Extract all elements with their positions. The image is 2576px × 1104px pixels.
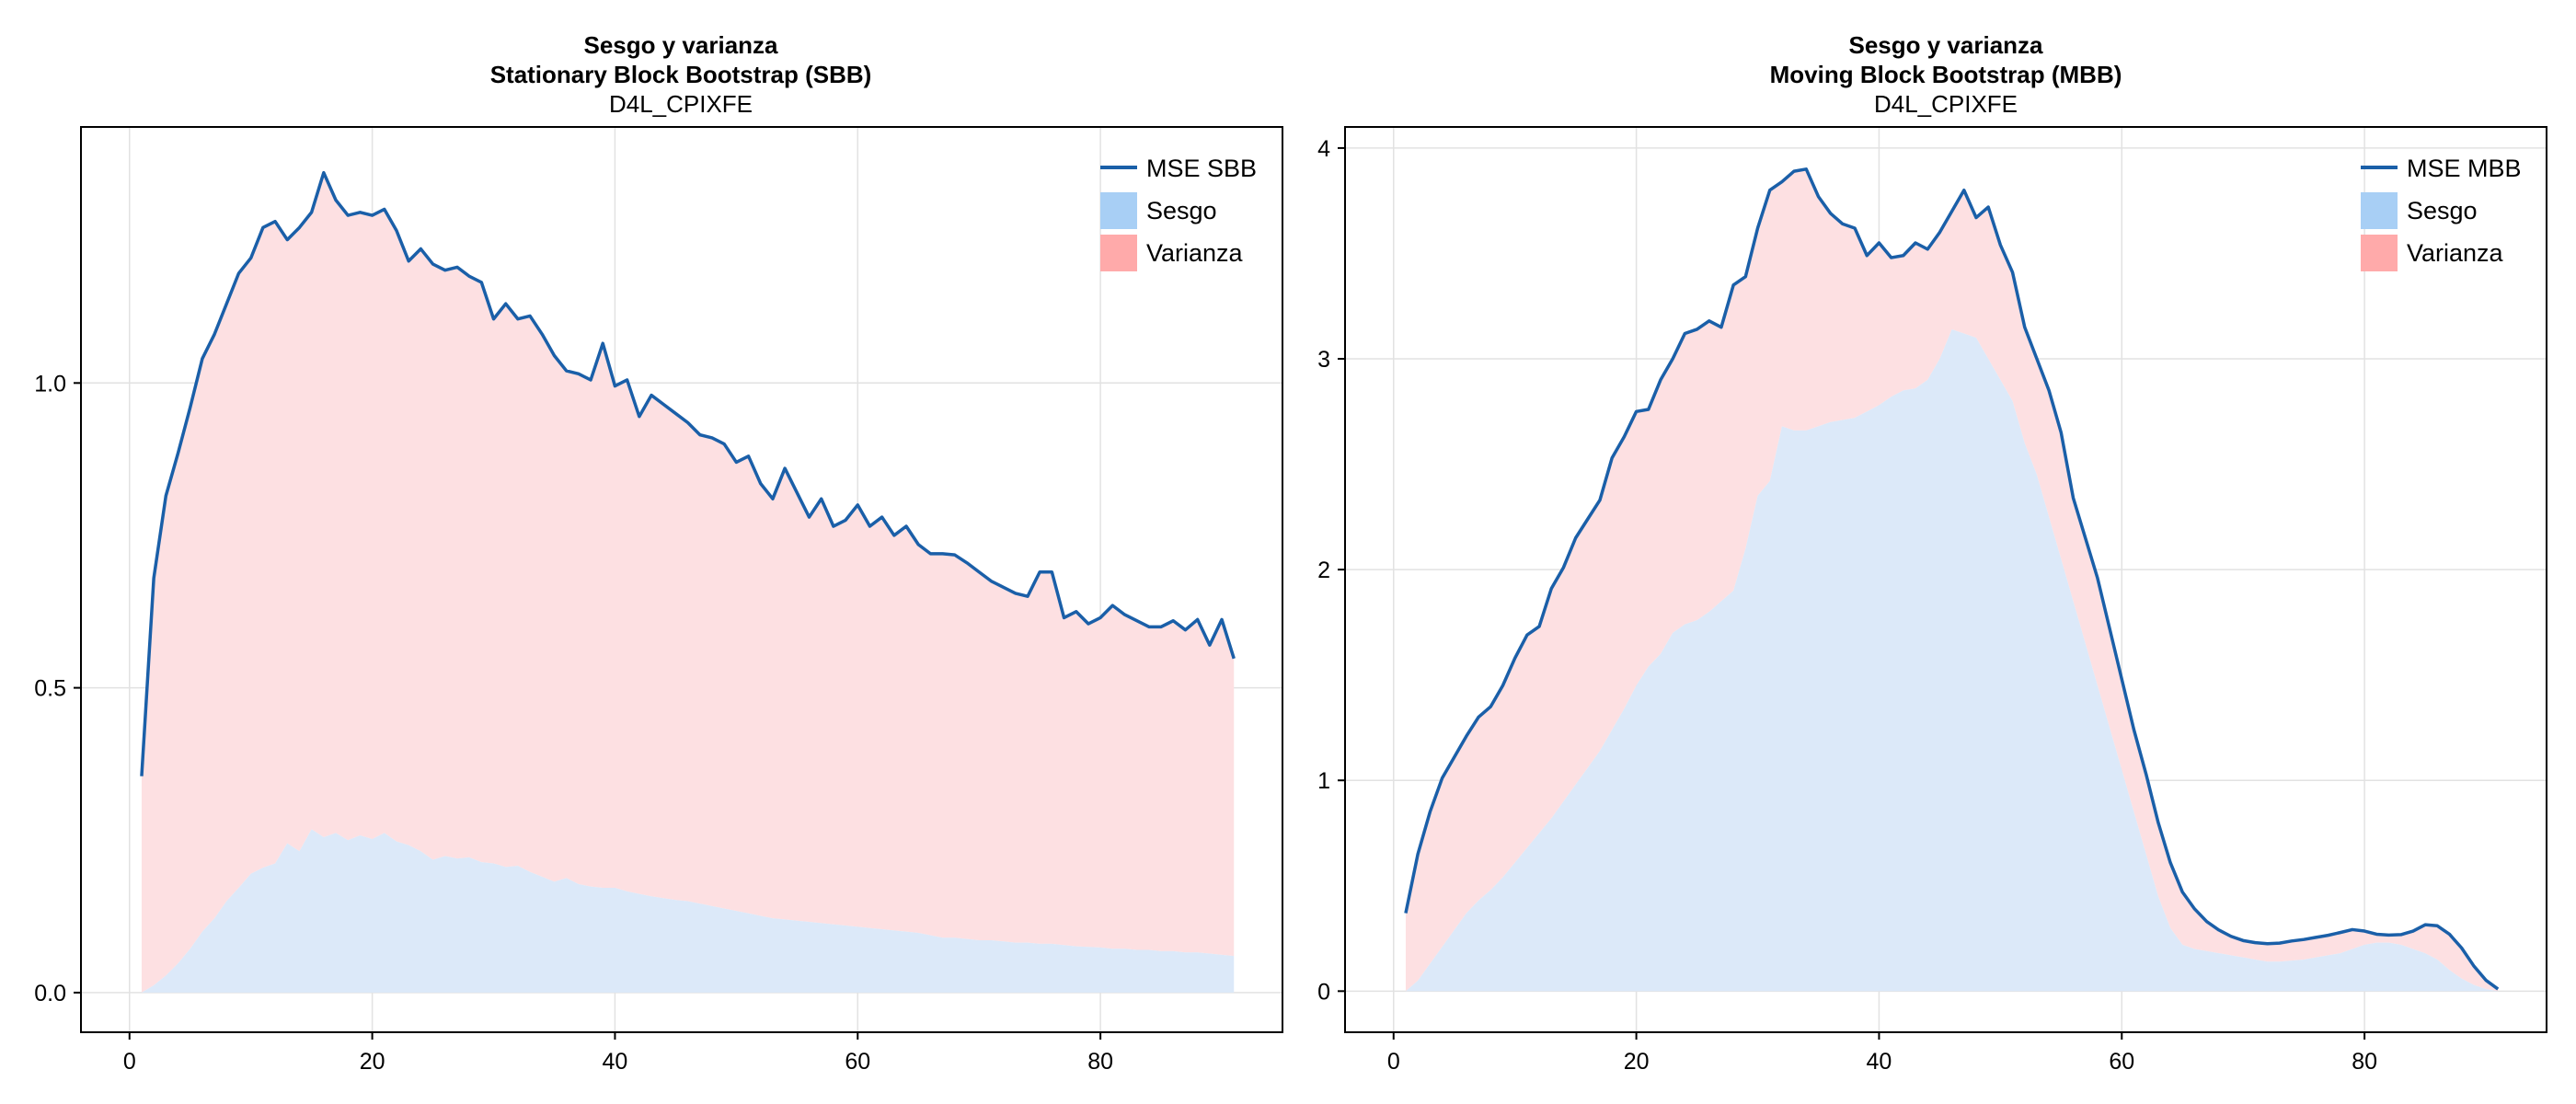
x-tick-label: 20 <box>1624 1049 1650 1075</box>
x-tick-label: 0 <box>123 1049 136 1075</box>
plot-frame <box>80 126 1283 1033</box>
sesgo-area <box>1405 328 2499 992</box>
x-tick-label: 80 <box>1087 1049 1113 1075</box>
legend: MSE MBB Sesgo Varianza <box>2361 155 2522 271</box>
legend-label-mse: MSE MBB <box>2407 155 2522 182</box>
legend-sesgo-swatch <box>1100 192 1137 229</box>
chart-title: Sesgo y varianza <box>1849 31 2044 59</box>
y-tick-label: 3 <box>1317 347 1330 373</box>
chart-subtitle: Stationary Block Bootstrap (SBB) <box>490 61 872 88</box>
varianza-area <box>1405 168 2499 992</box>
legend-label-sesgo: Sesgo <box>2407 197 2478 224</box>
plot-frame <box>1344 126 2547 1033</box>
tick-layer: 0 20 40 60 80 0 1 2 3 4 <box>1317 136 2377 1075</box>
y-tick-label: 2 <box>1317 558 1330 583</box>
chart-subtitle-series: D4L_CPIXFE <box>1874 90 2018 118</box>
line-layer <box>1404 167 2500 991</box>
chart-title: Sesgo y varianza <box>584 31 779 59</box>
legend-label-varianza: Varianza <box>2407 239 2504 267</box>
chart-panel-sbb: Sesgo y varianza Stationary Block Bootst… <box>34 31 1283 1075</box>
sesgo-area <box>141 829 1235 993</box>
chart-subtitle: Moving Block Bootstrap (MBB) <box>1770 61 2122 88</box>
legend: MSE SBB Sesgo Varianza <box>1100 155 1257 271</box>
tick-layer: 0 20 40 60 80 0.0 0.5 1.0 <box>34 371 1113 1075</box>
chart-panel-mbb: Sesgo y varianza Moving Block Bootstrap … <box>1317 31 2547 1075</box>
x-tick-label: 40 <box>603 1049 628 1075</box>
y-tick-label: 1 <box>1317 768 1330 794</box>
legend-varianza-swatch <box>2361 235 2398 271</box>
legend-label-varianza: Varianza <box>1146 239 1244 267</box>
mse-line <box>140 170 1236 776</box>
y-tick-label: 1.0 <box>34 371 66 397</box>
y-tick-label: 0.0 <box>34 981 66 1006</box>
legend-sesgo-swatch <box>2361 192 2398 229</box>
legend-varianza-swatch <box>1100 235 1137 271</box>
x-tick-label: 40 <box>1867 1049 1892 1075</box>
y-tick-label: 0 <box>1317 979 1330 1005</box>
mse-line <box>1404 167 2500 991</box>
chart-subtitle-series: D4L_CPIXFE <box>609 90 753 118</box>
legend-label-sesgo: Sesgo <box>1146 197 1217 224</box>
x-tick-label: 0 <box>1387 1049 1400 1075</box>
area-layer <box>141 172 1235 993</box>
legend-label-mse: MSE SBB <box>1146 155 1257 182</box>
varianza-area <box>141 172 1235 993</box>
x-tick-label: 60 <box>845 1049 870 1075</box>
area-layer <box>1405 168 2499 992</box>
line-layer <box>140 170 1236 776</box>
x-tick-label: 60 <box>2109 1049 2134 1075</box>
x-tick-label: 20 <box>360 1049 385 1075</box>
y-tick-label: 4 <box>1317 136 1330 162</box>
x-tick-label: 80 <box>2352 1049 2377 1075</box>
y-tick-label: 0.5 <box>34 676 66 702</box>
